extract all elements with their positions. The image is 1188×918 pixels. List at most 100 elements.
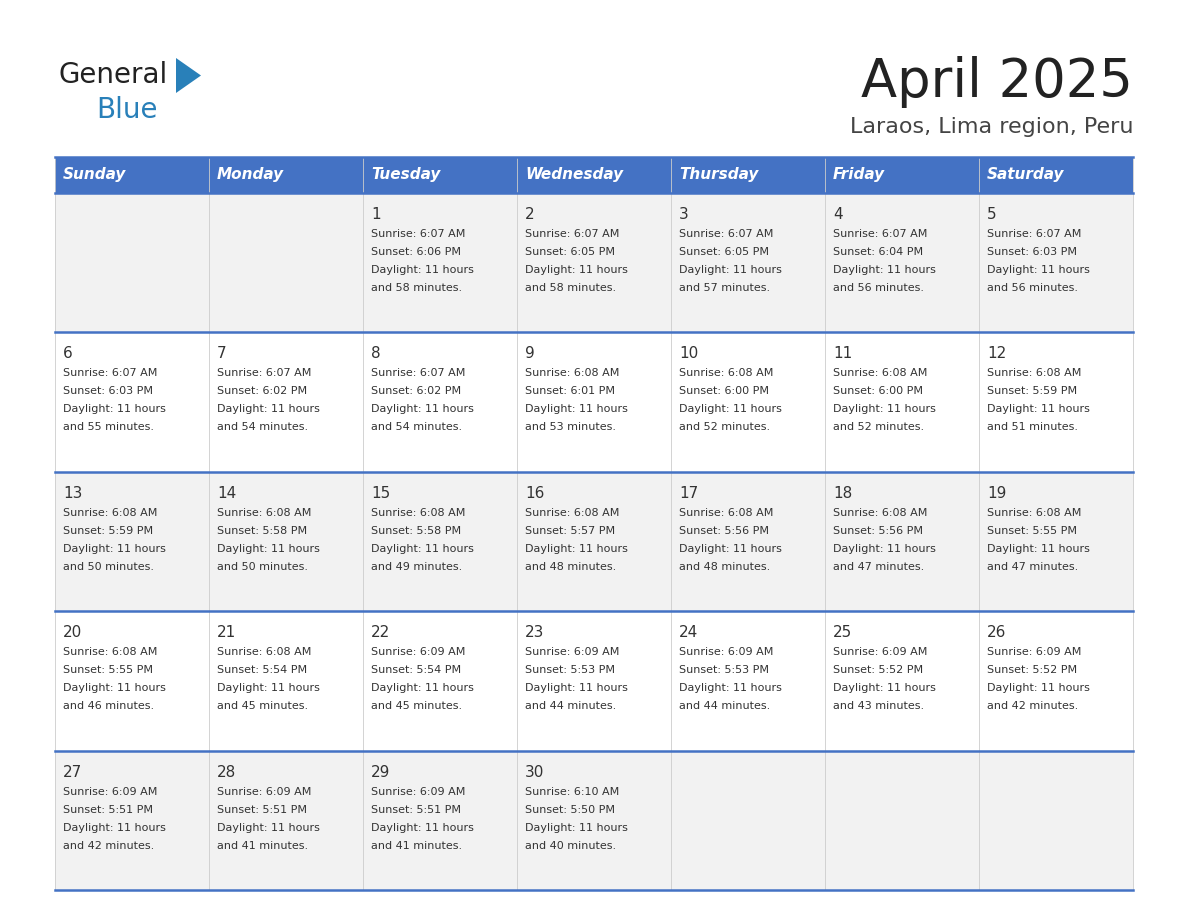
Bar (209, 751, 364, 890)
Text: General: General (58, 61, 168, 89)
Text: 15: 15 (371, 486, 390, 501)
Text: 14: 14 (217, 486, 236, 501)
Text: Sunset: 6:00 PM: Sunset: 6:00 PM (833, 386, 923, 397)
Text: 17: 17 (680, 486, 699, 501)
Text: Daylight: 11 hours: Daylight: 11 hours (680, 405, 782, 414)
Text: Sunset: 6:02 PM: Sunset: 6:02 PM (217, 386, 308, 397)
Bar (824, 157, 979, 193)
Text: and 57 minutes.: and 57 minutes. (680, 283, 770, 293)
Text: 4: 4 (833, 207, 842, 222)
Text: Sunrise: 6:09 AM: Sunrise: 6:09 AM (371, 787, 466, 797)
Text: and 58 minutes.: and 58 minutes. (371, 283, 462, 293)
Bar (824, 193, 979, 332)
Text: and 56 minutes.: and 56 minutes. (833, 283, 924, 293)
Bar (364, 472, 517, 611)
Text: and 50 minutes.: and 50 minutes. (63, 562, 154, 572)
Text: and 47 minutes.: and 47 minutes. (987, 562, 1079, 572)
Text: 24: 24 (680, 625, 699, 640)
Text: Sunrise: 6:07 AM: Sunrise: 6:07 AM (371, 368, 466, 378)
Text: and 49 minutes.: and 49 minutes. (371, 562, 462, 572)
Text: Sunset: 5:58 PM: Sunset: 5:58 PM (371, 526, 461, 536)
Text: and 40 minutes.: and 40 minutes. (525, 841, 617, 851)
Text: Sunrise: 6:09 AM: Sunrise: 6:09 AM (63, 787, 157, 797)
Text: Sunset: 5:58 PM: Sunset: 5:58 PM (217, 526, 308, 536)
Text: and 41 minutes.: and 41 minutes. (371, 841, 462, 851)
Text: Daylight: 11 hours: Daylight: 11 hours (63, 823, 166, 833)
Text: 16: 16 (525, 486, 544, 501)
Text: Sunrise: 6:08 AM: Sunrise: 6:08 AM (371, 508, 466, 518)
Bar (671, 193, 824, 332)
Text: Wednesday: Wednesday (525, 167, 624, 183)
Text: Sunrise: 6:09 AM: Sunrise: 6:09 AM (217, 787, 311, 797)
Text: and 45 minutes.: and 45 minutes. (217, 701, 308, 711)
Text: 29: 29 (371, 765, 391, 779)
Text: and 41 minutes.: and 41 minutes. (217, 841, 308, 851)
Text: and 44 minutes.: and 44 minutes. (680, 701, 770, 711)
Bar (671, 611, 824, 751)
Text: Sunset: 5:55 PM: Sunset: 5:55 PM (63, 666, 153, 676)
Text: 5: 5 (987, 207, 997, 222)
Bar (55, 751, 209, 890)
Bar (979, 157, 1133, 193)
Text: 19: 19 (987, 486, 1006, 501)
Text: Daylight: 11 hours: Daylight: 11 hours (371, 683, 474, 693)
Text: Sunset: 6:03 PM: Sunset: 6:03 PM (63, 386, 153, 397)
Text: Sunset: 5:53 PM: Sunset: 5:53 PM (680, 666, 769, 676)
Text: Daylight: 11 hours: Daylight: 11 hours (525, 265, 628, 275)
Text: Daylight: 11 hours: Daylight: 11 hours (217, 405, 320, 414)
Text: and 58 minutes.: and 58 minutes. (525, 283, 617, 293)
Text: 13: 13 (63, 486, 82, 501)
Bar (55, 157, 209, 193)
Text: 3: 3 (680, 207, 689, 222)
Text: 2: 2 (525, 207, 535, 222)
Bar (824, 611, 979, 751)
Text: 26: 26 (987, 625, 1006, 640)
Text: Sunrise: 6:08 AM: Sunrise: 6:08 AM (680, 368, 773, 378)
Text: 22: 22 (371, 625, 390, 640)
Text: Sunset: 5:50 PM: Sunset: 5:50 PM (525, 804, 615, 814)
Text: Daylight: 11 hours: Daylight: 11 hours (525, 405, 628, 414)
Text: Sunrise: 6:08 AM: Sunrise: 6:08 AM (987, 508, 1081, 518)
Text: Sunrise: 6:08 AM: Sunrise: 6:08 AM (987, 368, 1081, 378)
Text: Sunset: 5:51 PM: Sunset: 5:51 PM (371, 804, 461, 814)
Bar (364, 157, 517, 193)
Text: Daylight: 11 hours: Daylight: 11 hours (680, 543, 782, 554)
Text: Sunset: 5:51 PM: Sunset: 5:51 PM (63, 804, 153, 814)
Text: and 46 minutes.: and 46 minutes. (63, 701, 154, 711)
Text: Sunrise: 6:09 AM: Sunrise: 6:09 AM (680, 647, 773, 657)
Text: and 53 minutes.: and 53 minutes. (525, 422, 617, 432)
Text: Daylight: 11 hours: Daylight: 11 hours (525, 543, 628, 554)
Text: 27: 27 (63, 765, 82, 779)
Text: Sunset: 6:02 PM: Sunset: 6:02 PM (371, 386, 461, 397)
Text: Sunrise: 6:08 AM: Sunrise: 6:08 AM (63, 508, 157, 518)
Text: 20: 20 (63, 625, 82, 640)
Text: Daylight: 11 hours: Daylight: 11 hours (371, 405, 474, 414)
Bar (209, 193, 364, 332)
Text: 9: 9 (525, 346, 535, 362)
Bar (671, 332, 824, 472)
Text: Daylight: 11 hours: Daylight: 11 hours (833, 405, 936, 414)
Text: Sunrise: 6:08 AM: Sunrise: 6:08 AM (833, 508, 928, 518)
Bar (364, 332, 517, 472)
Text: Daylight: 11 hours: Daylight: 11 hours (63, 543, 166, 554)
Text: Daylight: 11 hours: Daylight: 11 hours (371, 543, 474, 554)
Text: and 45 minutes.: and 45 minutes. (371, 701, 462, 711)
Bar (55, 611, 209, 751)
Bar (824, 332, 979, 472)
Text: and 51 minutes.: and 51 minutes. (987, 422, 1078, 432)
Text: Sunset: 5:56 PM: Sunset: 5:56 PM (833, 526, 923, 536)
Text: Sunset: 5:54 PM: Sunset: 5:54 PM (217, 666, 308, 676)
Text: Daylight: 11 hours: Daylight: 11 hours (217, 683, 320, 693)
Bar (364, 611, 517, 751)
Text: 1: 1 (371, 207, 380, 222)
Text: Sunrise: 6:08 AM: Sunrise: 6:08 AM (217, 647, 311, 657)
Text: Saturday: Saturday (987, 167, 1064, 183)
Bar (209, 472, 364, 611)
Text: Daylight: 11 hours: Daylight: 11 hours (987, 405, 1089, 414)
Text: Thursday: Thursday (680, 167, 758, 183)
Text: Daylight: 11 hours: Daylight: 11 hours (680, 683, 782, 693)
Bar (671, 157, 824, 193)
Text: Daylight: 11 hours: Daylight: 11 hours (63, 405, 166, 414)
Text: Daylight: 11 hours: Daylight: 11 hours (525, 683, 628, 693)
Text: Sunrise: 6:08 AM: Sunrise: 6:08 AM (217, 508, 311, 518)
